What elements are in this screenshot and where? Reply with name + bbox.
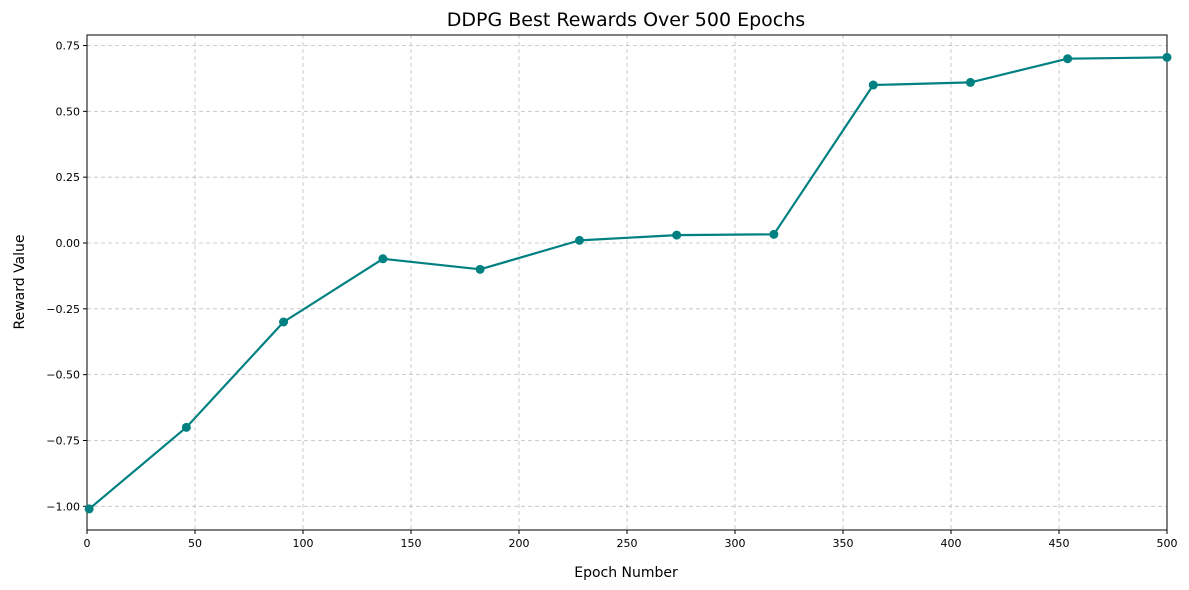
data-point bbox=[574, 235, 584, 245]
x-tick-label: 50 bbox=[188, 537, 202, 550]
y-tick-label: 0.75 bbox=[56, 40, 81, 53]
series-layer bbox=[84, 52, 1172, 514]
chart-title: DDPG Best Rewards Over 500 Epochs bbox=[447, 9, 805, 31]
x-tick-label: 250 bbox=[617, 537, 638, 550]
y-tick-label: −0.25 bbox=[46, 303, 80, 316]
data-point bbox=[672, 230, 682, 240]
y-tick-label: 0.25 bbox=[56, 171, 81, 184]
y-tick-label: 0.00 bbox=[56, 237, 81, 250]
data-point bbox=[1162, 52, 1172, 62]
x-axis-label: Epoch Number bbox=[574, 565, 678, 581]
data-point bbox=[378, 254, 388, 264]
data-point bbox=[769, 229, 779, 239]
x-tick-label: 150 bbox=[401, 537, 422, 550]
y-tick-label: −0.50 bbox=[46, 369, 80, 382]
data-point bbox=[475, 264, 485, 274]
grid bbox=[86, 35, 1168, 530]
y-tick-label: 0.50 bbox=[56, 105, 81, 118]
data-point bbox=[965, 77, 975, 87]
y-tick-label: −1.00 bbox=[46, 500, 80, 513]
x-tick-label: 100 bbox=[293, 537, 314, 550]
data-point bbox=[279, 317, 289, 327]
x-axis-ticks: 0 50 100 150 200 250 300 350 400 450 500 bbox=[84, 530, 1178, 550]
x-tick-label: 0 bbox=[84, 537, 91, 550]
data-point bbox=[1063, 54, 1073, 64]
data-point bbox=[868, 80, 878, 90]
x-tick-label: 350 bbox=[833, 537, 854, 550]
y-axis-label: Reward Value bbox=[12, 234, 28, 329]
series-line bbox=[88, 56, 1168, 510]
x-tick-label: 300 bbox=[725, 537, 746, 550]
data-point bbox=[84, 504, 94, 514]
data-point bbox=[181, 422, 191, 432]
x-tick-label: 200 bbox=[509, 537, 530, 550]
x-tick-label: 450 bbox=[1049, 537, 1070, 550]
x-tick-label: 500 bbox=[1157, 537, 1178, 550]
y-axis-ticks: −1.00 −0.75 −0.50 −0.25 0.00 0.25 0.50 0.75 bbox=[46, 40, 87, 513]
x-tick-label: 400 bbox=[941, 537, 962, 550]
y-tick-label: −0.75 bbox=[46, 434, 80, 447]
